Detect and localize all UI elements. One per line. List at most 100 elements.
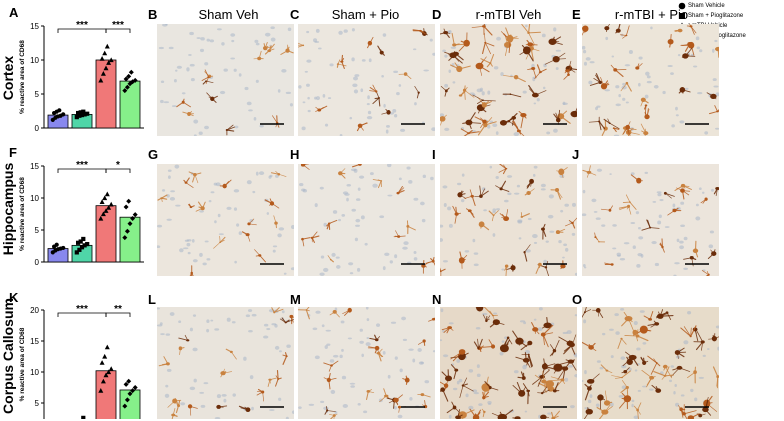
nucleus (193, 120, 198, 124)
nucleus (501, 268, 504, 270)
significance-label: *** (76, 20, 88, 31)
nucleus (271, 38, 276, 42)
nucleus (207, 39, 210, 42)
y-axis-label: % reactive area of CD68 (19, 40, 26, 114)
micrograph-I (440, 164, 577, 276)
nucleus (232, 393, 236, 396)
nucleus (583, 264, 586, 267)
nucleus (525, 411, 527, 413)
nucleus (399, 178, 402, 181)
data-point (129, 70, 134, 75)
nucleus (194, 379, 197, 383)
nucleus (714, 40, 717, 42)
nucleus (254, 117, 257, 121)
nucleus (341, 321, 345, 324)
nucleus (192, 239, 195, 243)
nucleus (275, 346, 279, 350)
nucleus (590, 394, 593, 398)
nucleus (166, 219, 172, 221)
nucleus (612, 224, 617, 227)
y-tick-label: 10 (30, 194, 39, 203)
nucleus (711, 189, 714, 192)
nucleus (549, 231, 554, 233)
nucleus (306, 60, 311, 63)
nucleus (690, 389, 693, 392)
micrograph-H (298, 164, 435, 276)
nucleus (597, 360, 601, 363)
nucleus (520, 320, 525, 322)
nucleus (696, 36, 700, 40)
nucleus (641, 254, 644, 258)
nucleus (522, 365, 527, 369)
nucleus (308, 110, 311, 112)
nucleus (338, 31, 342, 35)
nucleus (350, 272, 353, 274)
nucleus (182, 92, 186, 94)
nucleus (227, 318, 231, 322)
bar (96, 371, 116, 419)
nucleus (457, 183, 461, 185)
nucleus (395, 356, 398, 359)
nucleus (687, 311, 691, 314)
data-point (81, 237, 85, 241)
nucleus (221, 394, 226, 397)
nucleus (543, 87, 545, 90)
nucleus (185, 240, 189, 242)
nucleus (161, 80, 164, 83)
nucleus (393, 71, 398, 73)
nucleus (408, 349, 413, 351)
nucleus (645, 95, 649, 99)
nucleus (444, 203, 447, 207)
nucleus (350, 383, 356, 385)
nucleus (636, 347, 640, 350)
nucleus (234, 69, 237, 72)
nucleus (387, 195, 392, 197)
tissue-background (440, 307, 577, 419)
data-point (102, 354, 107, 359)
nucleus (353, 77, 358, 81)
nucleus (325, 124, 328, 127)
nucleus (612, 247, 616, 249)
nucleus (281, 69, 286, 73)
nucleus (214, 220, 217, 223)
nucleus (200, 49, 204, 52)
nucleus (565, 248, 568, 252)
nucleus (384, 253, 389, 256)
nucleus (514, 132, 520, 136)
nucleus (541, 184, 546, 187)
nucleus (493, 233, 496, 237)
nucleus (465, 394, 468, 398)
nucleus (214, 328, 219, 330)
nucleus (534, 319, 537, 321)
nucleus (702, 192, 704, 194)
nucleus (697, 46, 700, 49)
nucleus (248, 109, 253, 111)
data-point (61, 112, 65, 116)
nucleus (360, 329, 363, 332)
nucleus (274, 324, 277, 328)
nucleus (328, 97, 331, 99)
nucleus (547, 413, 551, 415)
nucleus (357, 268, 360, 272)
nucleus (203, 382, 208, 384)
nucleus (694, 397, 697, 401)
nucleus (602, 333, 605, 335)
nucleus (590, 61, 595, 63)
nucleus (350, 385, 355, 388)
nucleus (563, 243, 567, 246)
nucleus (534, 166, 538, 169)
nucleus (193, 314, 196, 316)
nucleus (697, 92, 702, 94)
nucleus (273, 245, 277, 247)
nucleus (562, 257, 565, 259)
nucleus (352, 28, 355, 31)
nucleus (315, 356, 320, 360)
nucleus (631, 404, 633, 408)
nucleus (539, 307, 543, 310)
panel-label: E (572, 8, 581, 21)
nucleus (223, 69, 227, 72)
significance-label: * (116, 160, 120, 171)
nucleus (199, 210, 204, 212)
nucleus (713, 85, 718, 87)
